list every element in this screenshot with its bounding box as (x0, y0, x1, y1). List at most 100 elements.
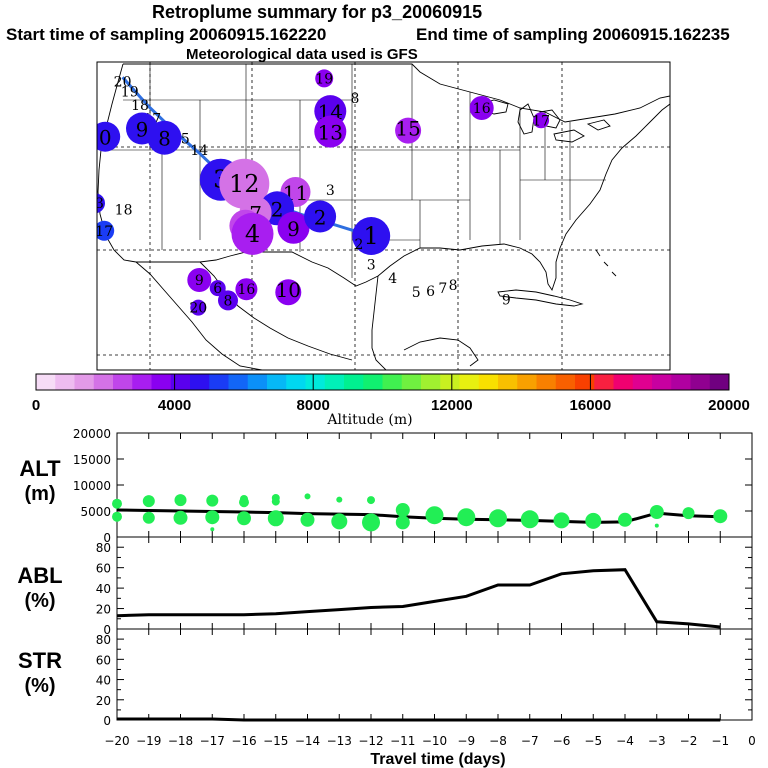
colorbar-tick-label: 12000 (431, 397, 473, 414)
start-time-label: Start time of sampling 20060915.162220 (6, 25, 327, 44)
colorbar-cell (478, 374, 499, 390)
plume-day-label: 17 (95, 224, 113, 240)
colorbar-cell (228, 374, 249, 390)
plume-day-label: 6 (426, 284, 435, 300)
plume-day-label: 9 (195, 273, 204, 289)
x-tick-label: −7 (521, 734, 539, 748)
plume-day-label: 13 (86, 196, 104, 212)
plume-day-label: 20 (189, 301, 207, 317)
x-tick-label: −5 (584, 734, 602, 748)
map-frame (96, 61, 671, 371)
alt-ylabel: ALT (19, 456, 61, 481)
meteorological-data-label: Meteorological data used is GFS (186, 46, 418, 63)
colorbar-cell (594, 374, 614, 390)
colorbar-cell (652, 374, 672, 390)
y-tick-label: 5000 (80, 505, 111, 519)
plume-circle (277, 211, 310, 244)
abl-panel: ABL (%) 0 20 40 60 80 (17, 537, 753, 637)
plume-day-label: 9 (136, 118, 149, 142)
plume-day-label: 4 (388, 271, 397, 287)
plume-day-label: 10 (276, 278, 301, 302)
y-tick-label: 20000 (73, 427, 111, 441)
str-xticks (116, 629, 753, 720)
colorbar-tick-label: 8000 (297, 397, 330, 414)
colorbar-cell (671, 374, 691, 390)
str-yticks: 0 20 40 60 80 (96, 633, 752, 728)
colorbar-cell (690, 374, 711, 390)
alt-scatter-point (362, 513, 380, 532)
colorbar-tick-label: 20000 (708, 397, 750, 414)
plume-day-label: 8 (350, 91, 359, 107)
plume-day-label: 8 (158, 127, 171, 151)
map-outlines (97, 63, 670, 370)
colorbar-cell (401, 374, 422, 390)
x-tick-label: −20 (104, 734, 129, 748)
alt-scatter-point (585, 512, 602, 529)
x-tick-label: −1 (711, 734, 729, 748)
colorbar-label: Altitude (m) (326, 412, 412, 428)
colorbar-cell (421, 374, 441, 390)
alt-scatter-point (205, 510, 220, 525)
colorbar-cells (36, 374, 730, 390)
plume-day-label: 13 (318, 121, 343, 145)
plume-circle (97, 220, 115, 241)
us-canada-border (123, 63, 670, 123)
plume-circle (190, 299, 207, 316)
alt-scatter-point (239, 497, 249, 508)
colorbar-ticks: 0 4000 8000 12000 16000 20000 (32, 374, 750, 414)
figure-title: Retroplume summary for p3_20060915 (152, 2, 483, 22)
great-lakes-outline (479, 99, 611, 143)
colorbar-cell (363, 374, 383, 390)
colorbar-cell (113, 374, 133, 390)
alt-scatter-point (174, 494, 187, 507)
plume-day-label: 19 (121, 85, 139, 101)
x-tick-label: −2 (680, 734, 698, 748)
alt-scatter-point (457, 508, 476, 527)
plume-day-label: 3 (367, 258, 376, 274)
plume-day-label: 16 (237, 282, 255, 298)
colorbar-cell (382, 374, 403, 390)
plume-day-label: 5 (412, 285, 421, 301)
abl-xticks (116, 537, 753, 629)
x-axis-label: Travel time (days) (370, 751, 505, 768)
plume-day-label: 16 (473, 101, 491, 117)
west-coastline (97, 63, 137, 263)
alt-scatter-point (395, 503, 410, 517)
alt-scatter-points (112, 493, 728, 532)
abl-ylabel-units: (%) (24, 590, 55, 612)
alt-ylabel-units: (m) (24, 483, 55, 505)
plume-day-label: 12 (229, 170, 260, 198)
colorbar-cell (55, 374, 75, 390)
x-tick-label: −12 (358, 734, 383, 748)
plume-circle (187, 268, 212, 292)
plume-circle (219, 158, 270, 209)
panels-frame (116, 432, 753, 721)
end-time-label: End time of sampling 20060915.162235 (416, 25, 730, 44)
str-ylabel: STR (18, 648, 62, 673)
plume-day-label: 18 (115, 202, 133, 218)
x-tick-label: −3 (648, 734, 666, 748)
plume-day-label: 9 (287, 217, 300, 241)
colorbar-cell (517, 374, 537, 390)
y-tick-label: 0 (103, 531, 111, 545)
plume-circle (315, 69, 334, 88)
str-ylabel-units: (%) (24, 675, 55, 697)
alt-scatter-point (489, 509, 507, 528)
plume-day-label: 2 (271, 197, 284, 221)
x-tick-label: 0 (748, 734, 756, 748)
x-tick-label: −11 (390, 734, 415, 748)
colorbar-cell (305, 374, 326, 390)
map-background (97, 62, 670, 370)
plume-circle (533, 112, 550, 129)
alt-scatter-point (267, 510, 284, 527)
colorbar-cell (632, 374, 653, 390)
plume-circle (304, 200, 337, 233)
plume-day-label: 3 (326, 183, 335, 199)
us-mexico-border (136, 251, 379, 287)
x-tick-label: −13 (327, 734, 352, 748)
abl-ylabel: ABL (17, 563, 62, 588)
colorbar-cell (170, 374, 191, 390)
plume-day-label: 8 (449, 278, 458, 294)
colorbar-cell (36, 374, 56, 390)
plume-day-label: 0 (99, 126, 112, 150)
